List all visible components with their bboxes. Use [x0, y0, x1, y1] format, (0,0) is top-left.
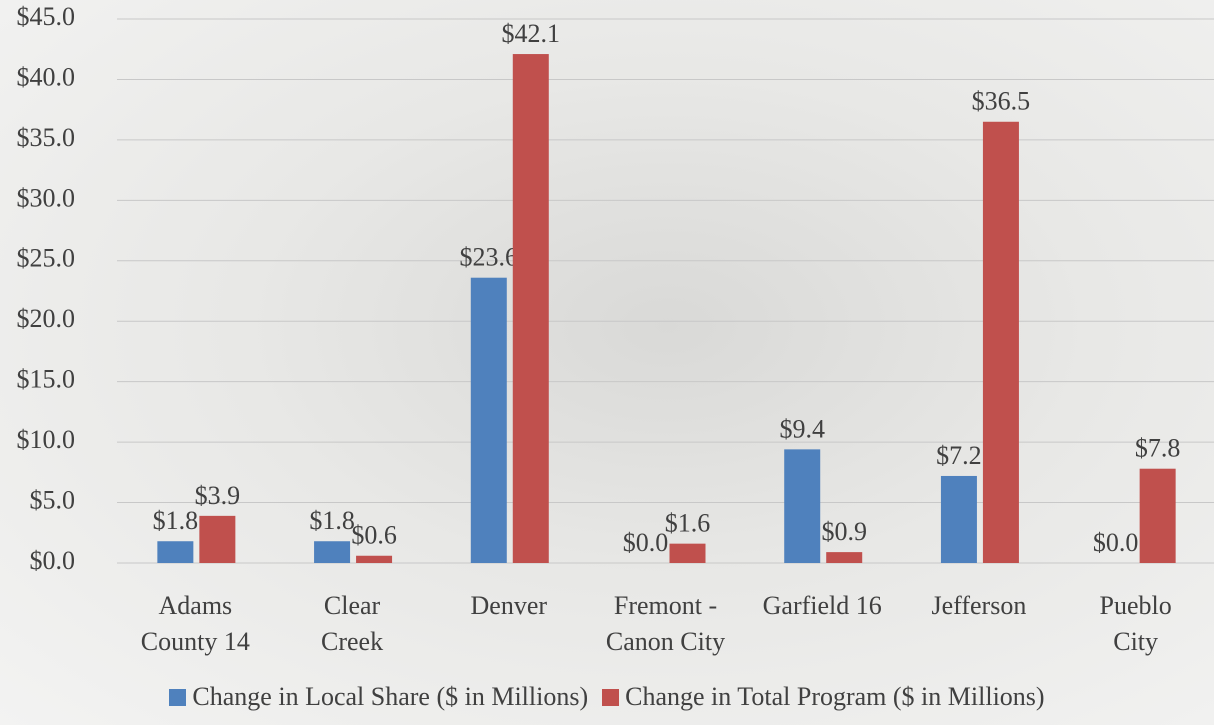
x-tick-label: Garfield 16: [752, 588, 892, 624]
data-label: $0.0: [623, 528, 669, 557]
bar: [314, 541, 350, 563]
y-tick-label: $40.0: [17, 62, 76, 91]
data-label: $9.4: [779, 414, 825, 443]
y-tick-label: $45.0: [17, 2, 76, 31]
bar: [670, 544, 706, 563]
x-tick-label: Jefferson: [909, 588, 1049, 624]
bar: [513, 54, 549, 563]
x-tick-label: Adams County 14: [125, 588, 265, 660]
data-label: $1.8: [153, 506, 199, 535]
y-tick-label: $0.0: [30, 546, 76, 575]
legend-swatch: [169, 689, 186, 706]
data-label: $7.8: [1135, 434, 1181, 463]
x-tick-label: Clear Creek: [282, 588, 422, 660]
bar: [471, 278, 507, 563]
data-label: $36.5: [972, 87, 1031, 116]
data-label: $1.8: [309, 506, 355, 535]
data-label: $1.6: [665, 509, 711, 538]
bar: [826, 552, 862, 563]
bar: [983, 122, 1019, 563]
y-tick-label: $5.0: [30, 486, 76, 515]
data-label: $0.6: [351, 521, 397, 550]
legend-label: Change in Local Share ($ in Millions): [192, 682, 588, 712]
legend-item: Change in Local Share ($ in Millions): [169, 682, 588, 712]
bar: [356, 556, 392, 563]
y-tick-label: $25.0: [17, 244, 76, 273]
data-label: $0.9: [821, 517, 867, 546]
y-tick-label: $15.0: [17, 365, 76, 394]
bar: [199, 516, 235, 563]
x-tick-label: Pueblo City: [1066, 588, 1206, 660]
y-tick-label: $20.0: [17, 304, 76, 333]
data-label: $3.9: [195, 481, 241, 510]
data-label: $42.1: [502, 19, 561, 48]
data-label: $7.2: [936, 441, 982, 470]
y-tick-label: $10.0: [17, 425, 76, 454]
legend-item: Change in Total Program ($ in Millions): [602, 682, 1044, 712]
bar: [941, 476, 977, 563]
legend-swatch: [602, 689, 619, 706]
chart: $0.0 $5.0 $10.0 $15.0 $20.0 $25.0 $30.0 $35.0 $4…: [0, 0, 1214, 725]
bar: [784, 449, 820, 563]
data-label: $0.0: [1093, 528, 1139, 557]
bar: [157, 541, 193, 563]
y-tick-label: $30.0: [17, 183, 76, 212]
legend: Change in Local Share ($ in Millions) Cha…: [0, 682, 1214, 712]
x-tick-label: Denver: [439, 588, 579, 624]
bar: [1140, 469, 1176, 563]
y-tick-label: $35.0: [17, 123, 76, 152]
legend-label: Change in Total Program ($ in Millions): [625, 682, 1044, 712]
x-tick-label: Fremont - Canon City: [596, 588, 736, 660]
data-label: $23.6: [460, 243, 519, 272]
